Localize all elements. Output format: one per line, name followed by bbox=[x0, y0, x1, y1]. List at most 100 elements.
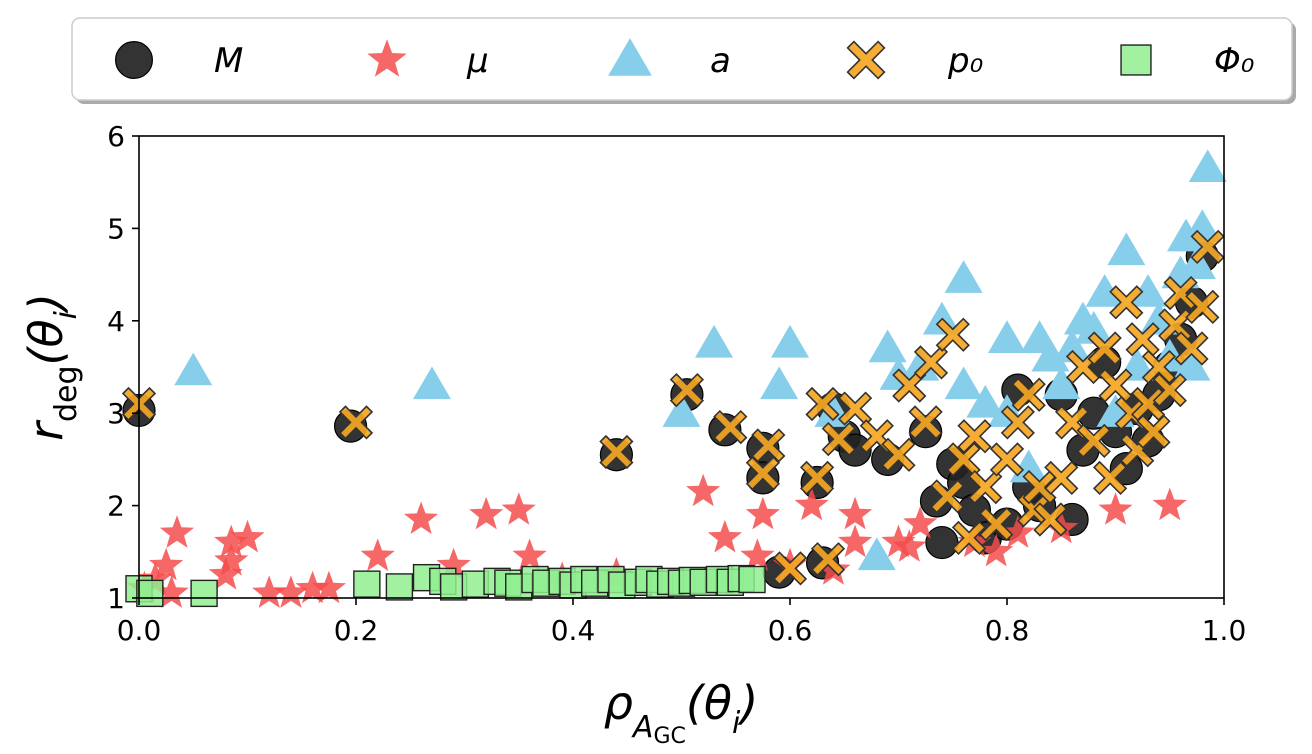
data-point bbox=[901, 348, 940, 381]
data-point bbox=[909, 415, 943, 449]
legend-label: M bbox=[214, 41, 243, 81]
y-axis-label-sub-deg: deg bbox=[49, 365, 84, 422]
y-axis-label-sub-i: i bbox=[49, 310, 84, 319]
data-point bbox=[740, 538, 775, 571]
data-point bbox=[794, 487, 829, 521]
data-point bbox=[1109, 285, 1144, 320]
data-point bbox=[935, 317, 970, 352]
data-point bbox=[1107, 232, 1146, 266]
data-point bbox=[713, 409, 748, 445]
data-point bbox=[925, 525, 959, 560]
y-axis-label-arg: (θ bbox=[19, 319, 73, 365]
x-tick-label: 0.0 bbox=[117, 614, 162, 647]
data-point bbox=[1183, 209, 1222, 243]
data-point bbox=[385, 573, 414, 601]
data-point bbox=[930, 479, 965, 514]
x-tick-label: 0.8 bbox=[985, 614, 1030, 647]
legend-item: Φ₀ bbox=[1120, 41, 1255, 81]
x-axis-label-sub-a: A bbox=[631, 710, 654, 745]
y-tick-label: 6 bbox=[107, 120, 125, 153]
data-point bbox=[311, 570, 346, 604]
plot-area: 0.0 0.2 0.4 0.6 0.8 1.0 1 2 3 4 5 6 bbox=[107, 120, 1246, 647]
y-tick-label: 5 bbox=[107, 212, 125, 245]
data-point bbox=[1074, 311, 1113, 344]
data-point bbox=[1188, 149, 1227, 183]
data-point bbox=[951, 520, 987, 556]
data-point bbox=[338, 405, 374, 440]
data-point bbox=[957, 419, 992, 454]
x-axis-label-sub-gc: GC bbox=[653, 724, 685, 749]
data-point bbox=[944, 366, 983, 400]
data-point bbox=[838, 496, 873, 530]
data-point bbox=[669, 372, 705, 408]
data-point bbox=[707, 519, 742, 553]
data-point bbox=[159, 515, 195, 548]
data-point bbox=[1085, 274, 1124, 307]
y-tick-label: 1 bbox=[107, 582, 125, 615]
legend-marker bbox=[114, 40, 153, 79]
data-point bbox=[686, 473, 721, 507]
data-point bbox=[695, 324, 734, 358]
data-point bbox=[1044, 460, 1079, 496]
data-point bbox=[190, 579, 218, 608]
legend-item: p₀ bbox=[846, 40, 984, 81]
data-point bbox=[469, 496, 504, 530]
data-point bbox=[1000, 405, 1035, 440]
data-point bbox=[1031, 338, 1070, 372]
data-point bbox=[1076, 423, 1111, 459]
x-tick-label: 0.6 bbox=[768, 614, 813, 647]
y-axis-label: rdeg(θi) bbox=[19, 293, 84, 441]
data-point bbox=[810, 542, 846, 577]
data-point bbox=[772, 551, 808, 586]
x-tick-label: 0.4 bbox=[551, 614, 596, 647]
series-3 bbox=[121, 229, 1225, 586]
data-point bbox=[208, 556, 243, 590]
data-point bbox=[738, 565, 766, 594]
plot-frame bbox=[138, 135, 1225, 599]
data-point bbox=[892, 529, 927, 562]
data-point bbox=[868, 329, 907, 363]
data-point bbox=[149, 547, 184, 581]
data-point bbox=[979, 506, 1014, 542]
data-point bbox=[412, 366, 451, 400]
data-point bbox=[966, 384, 1005, 418]
data-point bbox=[805, 386, 840, 422]
data-point bbox=[174, 352, 213, 386]
x-axis-label-close: ) bbox=[737, 676, 758, 730]
y-axis-label-close: ) bbox=[19, 293, 73, 314]
data-point bbox=[1152, 487, 1187, 521]
data-point bbox=[1087, 331, 1122, 366]
legend-label: μ bbox=[466, 41, 489, 81]
data-point bbox=[295, 570, 330, 604]
x-axis-label-rho: ρ bbox=[604, 676, 633, 730]
data-point bbox=[944, 260, 983, 293]
data-point bbox=[1167, 218, 1206, 252]
data-point bbox=[360, 538, 395, 571]
legend-marker bbox=[846, 40, 886, 80]
data-point bbox=[1042, 366, 1081, 400]
x-tick-label: 0.2 bbox=[334, 614, 379, 647]
data-point bbox=[979, 533, 1014, 567]
legend-label: Φ₀ bbox=[1214, 41, 1255, 81]
data-point bbox=[1152, 372, 1187, 408]
legend-box bbox=[71, 17, 1293, 101]
data-point bbox=[353, 570, 381, 598]
data-point bbox=[751, 428, 786, 463]
data-point bbox=[230, 519, 265, 553]
data-point bbox=[903, 506, 938, 539]
data-point bbox=[512, 538, 547, 571]
data-point bbox=[273, 575, 308, 608]
data-point bbox=[799, 460, 835, 496]
series-4 bbox=[125, 563, 766, 608]
data-point bbox=[1136, 414, 1171, 449]
data-point bbox=[760, 366, 799, 400]
data-point bbox=[771, 324, 809, 358]
data-point bbox=[1129, 274, 1168, 307]
data-point bbox=[1163, 275, 1198, 311]
y-tick-label: 2 bbox=[107, 490, 125, 523]
data-point bbox=[1190, 229, 1225, 265]
data-point bbox=[404, 501, 439, 534]
data-point bbox=[1174, 331, 1209, 366]
